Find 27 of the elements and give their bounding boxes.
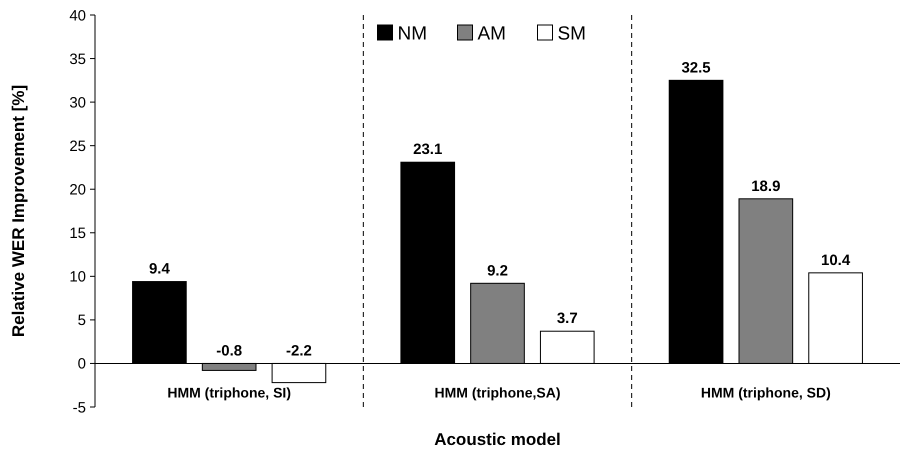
y-tick-label: 25: [69, 138, 86, 155]
data-label: -2.2: [286, 342, 312, 360]
y-tick-label: 30: [69, 94, 86, 112]
legend-label: NM: [398, 24, 428, 45]
y-tick-label: 35: [69, 50, 86, 68]
y-tick-label: 0: [78, 356, 86, 373]
y-tick-label: 40: [69, 7, 86, 24]
data-label: 32.5: [681, 59, 711, 76]
data-label: 18.9: [751, 178, 780, 195]
data-label: 9.2: [487, 262, 508, 280]
y-tick-label: 10: [69, 268, 86, 286]
y-tick-label: 20: [69, 181, 86, 198]
y-tick-label: -5: [72, 399, 86, 416]
y-tick-label: 15: [69, 225, 86, 242]
x-tick-label: HMM (triphone, SI): [167, 384, 291, 400]
x-tick-label: HMM (triphone,SA): [434, 384, 560, 400]
y-axis-title: Relative WER Improvement [%]: [9, 84, 28, 338]
data-label: -0.8: [216, 342, 242, 360]
y-tick-label: 5: [78, 312, 86, 330]
data-label: 3.7: [556, 310, 578, 328]
x-tick-label: HMM (triphone, SD): [700, 384, 831, 400]
legend-label: AM: [478, 24, 506, 45]
data-label: 23.1: [413, 141, 442, 158]
data-label: 9.4: [148, 260, 170, 278]
legend-label: SM: [558, 24, 586, 45]
x-axis-title: Acoustic model: [434, 430, 561, 449]
data-label: 10.4: [821, 252, 851, 269]
